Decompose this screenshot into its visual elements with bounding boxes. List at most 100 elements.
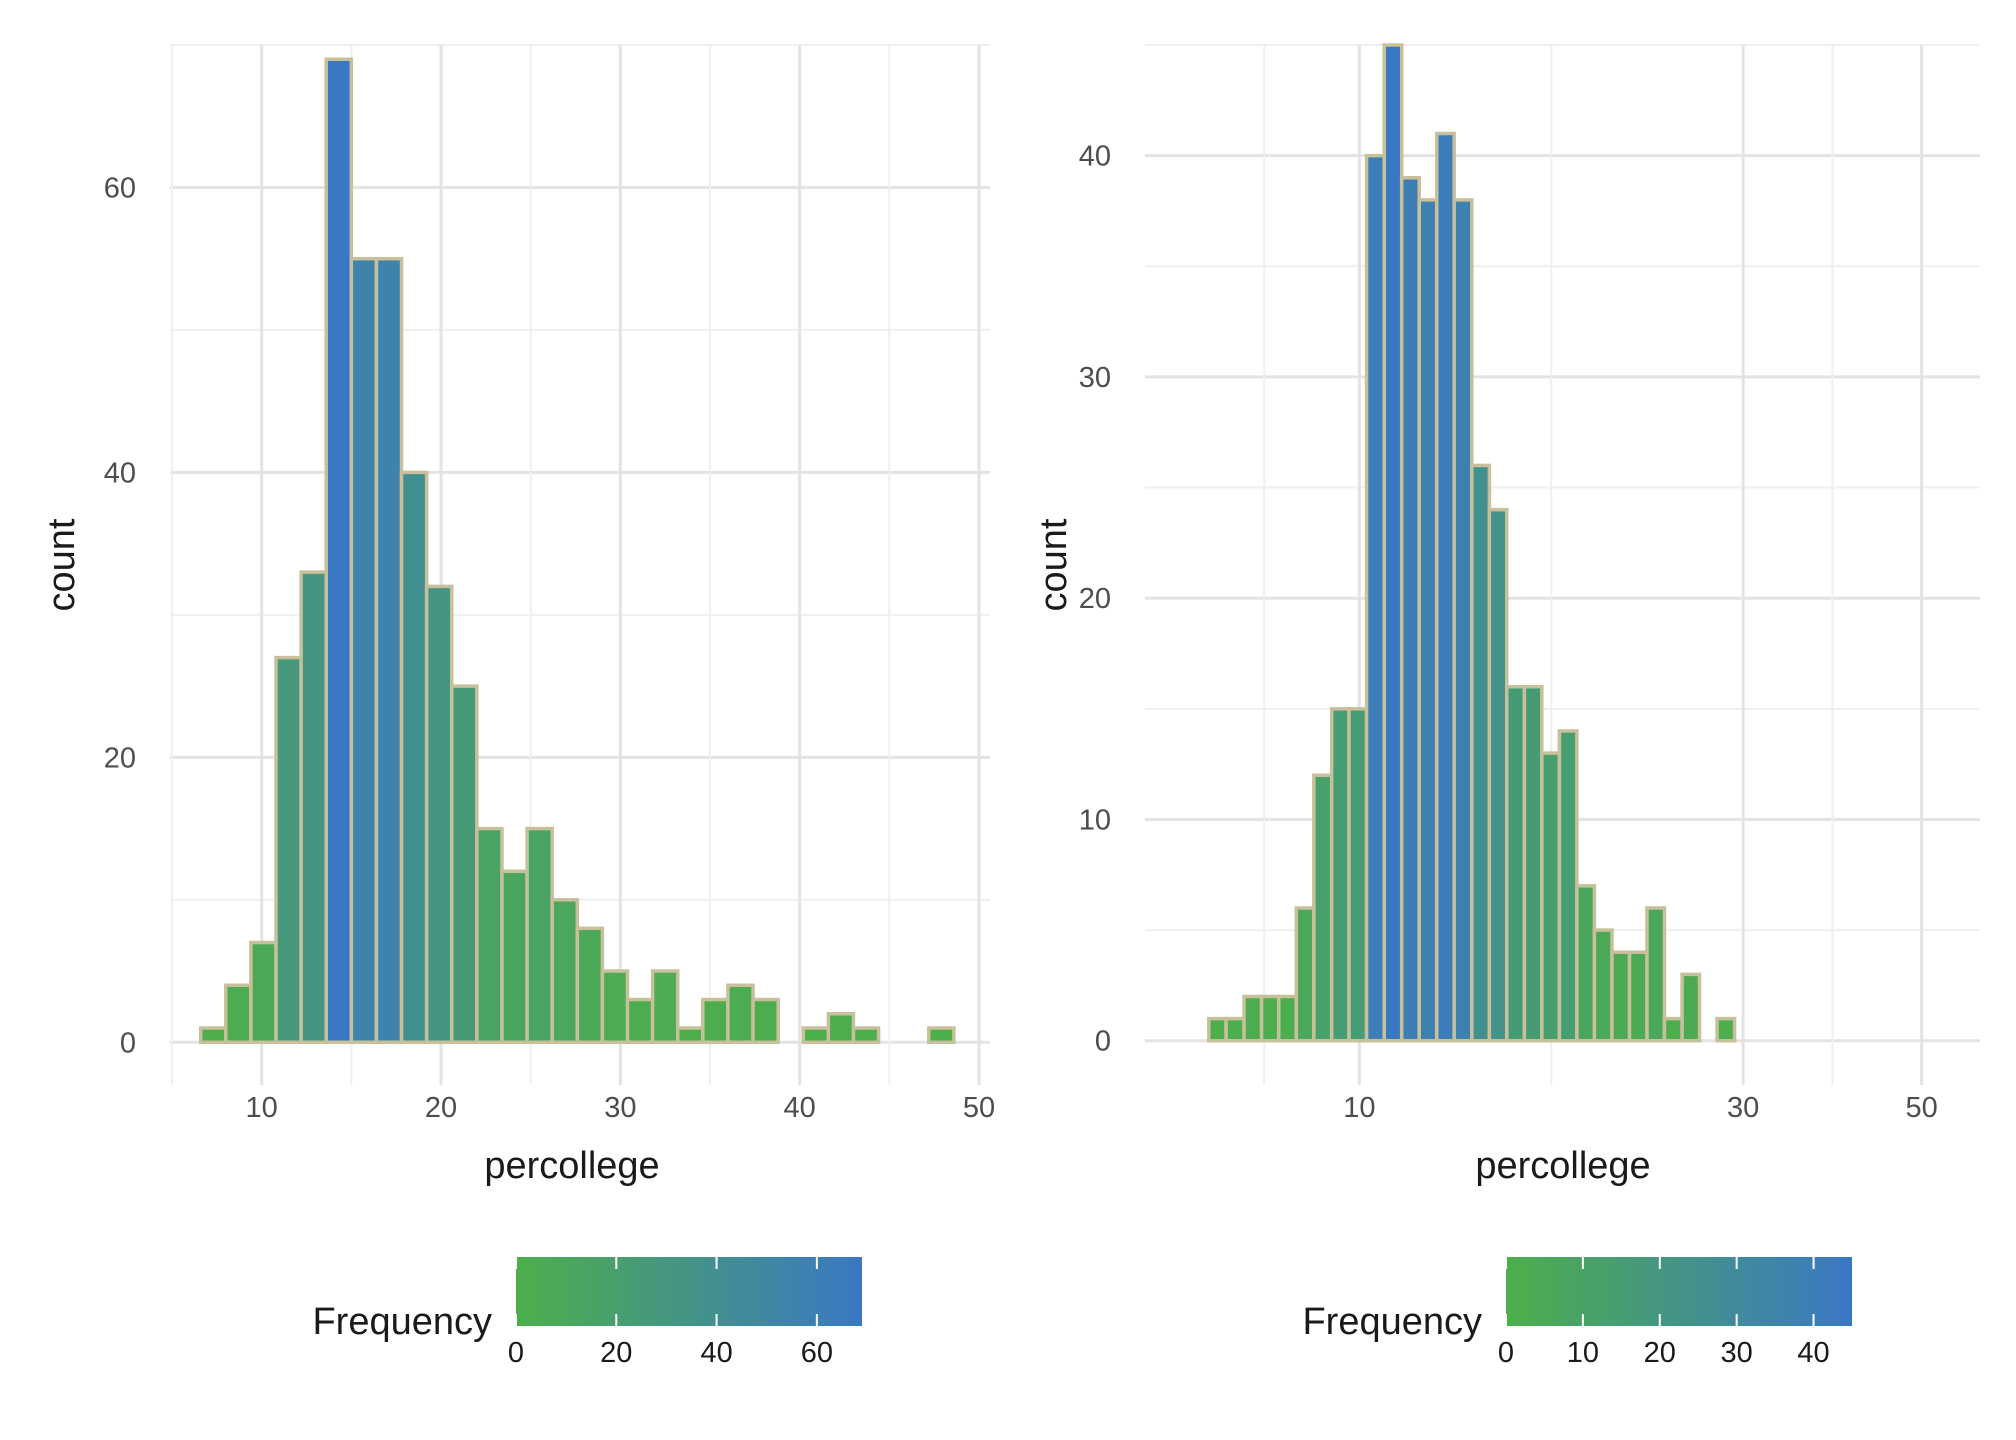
legend-tick-label: 30 — [1721, 1337, 1753, 1369]
histogram-bar — [1329, 707, 1351, 1043]
histogram-bar — [1540, 751, 1562, 1043]
histogram-bar — [1382, 43, 1404, 1043]
right-y-axis-title: count — [1033, 518, 1075, 611]
x-tick-label: 50 — [963, 1092, 995, 1124]
histogram-bar — [625, 997, 655, 1045]
right-legend-ticks: 0 10 20 30 40 — [1498, 1257, 1830, 1369]
histogram-bar — [1312, 773, 1334, 1043]
y-tick-label: 40 — [104, 457, 136, 489]
histogram-bar — [349, 256, 379, 1045]
legend-tick-label: 20 — [1644, 1337, 1676, 1369]
histogram-bar — [575, 926, 605, 1045]
histogram-bar — [801, 1026, 831, 1045]
x-tick-label: 10 — [1343, 1092, 1375, 1124]
histogram-bar — [299, 570, 328, 1045]
histogram-bar — [1242, 994, 1264, 1043]
histogram-bar — [1592, 928, 1614, 1043]
histogram-bar — [751, 997, 780, 1045]
histogram-bar — [675, 1026, 705, 1045]
y-tick-label: 20 — [1079, 583, 1111, 615]
histogram-bar — [1259, 994, 1281, 1043]
histogram-bar — [1417, 198, 1439, 1043]
right-legend-title: Frequency — [1302, 1301, 1482, 1343]
histogram-bar — [1662, 1016, 1684, 1043]
legend-tick-label: 0 — [508, 1337, 524, 1369]
y-tick-label: 0 — [1095, 1026, 1111, 1058]
histogram-bar — [650, 969, 680, 1045]
histogram-bar — [1207, 1016, 1228, 1043]
y-tick-label: 40 — [1079, 141, 1111, 173]
left-y-axis-title: count — [41, 518, 83, 611]
histogram-bar — [1224, 1016, 1246, 1043]
x-tick-label: 10 — [246, 1092, 278, 1124]
histogram-bar — [851, 1026, 881, 1045]
legend-tick-label: 10 — [1567, 1337, 1599, 1369]
histogram-bar — [1276, 994, 1299, 1043]
histogram-bar — [224, 983, 253, 1045]
histogram-bar — [1627, 950, 1649, 1043]
histogram-bar — [249, 940, 278, 1045]
x-tick-label: 30 — [604, 1092, 636, 1124]
histogram-bar — [1470, 463, 1492, 1043]
y-tick-label: 30 — [1079, 362, 1111, 394]
x-tick-label: 20 — [425, 1092, 457, 1124]
legend-tick-label: 60 — [801, 1337, 833, 1369]
y-tick-label: 0 — [120, 1027, 136, 1059]
histogram-bar — [1575, 884, 1597, 1043]
histogram-bar — [198, 1026, 228, 1045]
right-y-tick-labels: 0 10 20 30 40 — [1079, 141, 1111, 1058]
histogram-bar — [1557, 729, 1579, 1043]
histogram-bar — [826, 1012, 856, 1045]
histogram-bar — [1364, 153, 1387, 1043]
histogram-bar — [450, 684, 479, 1045]
histogram-bar — [500, 869, 529, 1045]
histogram-bar — [927, 1026, 956, 1045]
legend-tick-label: 40 — [1797, 1337, 1829, 1369]
histogram-bar — [324, 57, 354, 1045]
legend-tick-label: 0 — [1498, 1337, 1514, 1369]
histogram-bar — [600, 969, 630, 1045]
histogram-bar — [1645, 906, 1667, 1043]
histogram-bar — [424, 584, 454, 1045]
histogram-bar — [1505, 684, 1527, 1043]
left-legend-colorbar — [516, 1257, 862, 1326]
histogram-bar — [1294, 906, 1316, 1043]
y-tick-label: 10 — [1079, 804, 1111, 836]
histogram-bar — [1452, 198, 1474, 1043]
left-legend-title: Frequency — [312, 1301, 492, 1343]
histogram-bar — [1610, 950, 1632, 1043]
histogram-bar — [726, 983, 755, 1045]
legend-tick-label: 40 — [700, 1337, 732, 1369]
left-legend-ticks: 0 20 40 60 — [508, 1257, 833, 1369]
right-histogram-panel: 10 30 50 0 10 20 30 40 percollege count Freque… — [1033, 43, 1980, 1369]
histogram-bar — [1399, 176, 1421, 1043]
histogram-bar — [1522, 684, 1544, 1043]
right-bars — [1207, 43, 1737, 1043]
histogram-bar — [1347, 707, 1369, 1043]
left-legend: Frequency 0 20 40 60 — [312, 1257, 862, 1369]
right-x-tick-labels: 10 30 50 — [1343, 1092, 1938, 1124]
x-tick-label: 50 — [1906, 1092, 1938, 1124]
right-legend-colorbar — [1506, 1257, 1852, 1326]
y-tick-label: 20 — [104, 742, 136, 774]
x-tick-label: 40 — [784, 1092, 816, 1124]
left-y-tick-labels: 0 20 40 60 — [104, 172, 136, 1059]
left-x-tick-labels: 10 20 30 40 50 — [246, 1092, 996, 1124]
histogram-bar — [1434, 131, 1456, 1043]
y-tick-label: 60 — [104, 172, 136, 204]
histogram-bar — [701, 997, 730, 1045]
histogram-bar — [475, 826, 504, 1045]
left-bars — [198, 57, 956, 1045]
left-x-axis-title: percollege — [484, 1145, 659, 1187]
legend-tick-label: 20 — [600, 1337, 632, 1369]
left-histogram-panel: 10 20 30 40 50 0 20 40 60 percollege count Freq… — [41, 44, 996, 1369]
left-grid — [170, 44, 990, 1085]
histogram-bar — [1680, 972, 1702, 1043]
histogram-bar — [399, 470, 429, 1045]
histogram-bar — [1715, 1016, 1737, 1043]
right-legend: Frequency 0 10 20 30 40 — [1302, 1257, 1852, 1369]
right-x-axis-title: percollege — [1475, 1145, 1650, 1187]
histogram-bar — [525, 826, 554, 1045]
histogram-bar — [1487, 507, 1509, 1043]
